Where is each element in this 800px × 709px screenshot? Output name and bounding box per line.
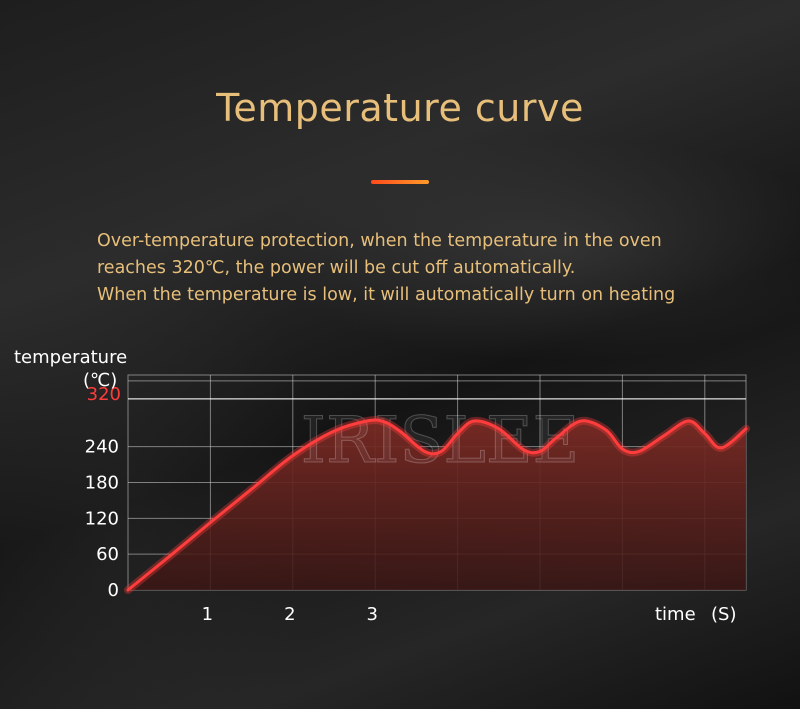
title-underline xyxy=(371,180,429,184)
description-line-2: reaches 320℃, the power will be cut off … xyxy=(97,258,576,278)
x-tick-label: 2 xyxy=(284,604,295,625)
y-axis-unit: (℃) xyxy=(83,370,117,391)
y-tick-label: 180 xyxy=(85,473,119,494)
x-axis-unit: (S) xyxy=(711,604,736,625)
y-tick-label: 60 xyxy=(96,544,119,565)
description-line-3: When the temperature is low, it will aut… xyxy=(97,285,676,305)
y-tick-label: 120 xyxy=(85,508,119,529)
x-tick-label: 3 xyxy=(366,604,377,625)
watermark: IRISLEE xyxy=(301,404,580,478)
y-tick-label: 240 xyxy=(85,437,119,458)
y-tick-label: 0 xyxy=(108,580,119,601)
description: Over-temperature protection, when the te… xyxy=(97,228,787,309)
y-axis-label: temperature xyxy=(14,347,127,368)
y-limit-label: 320 xyxy=(87,384,121,405)
x-axis-label: time xyxy=(655,604,696,625)
curve-area xyxy=(128,420,746,590)
temperature-curve xyxy=(126,418,748,592)
description-line-1: Over-temperature protection, when the te… xyxy=(97,231,662,251)
x-tick-label: 1 xyxy=(202,604,213,625)
page-title: Temperature curve xyxy=(216,86,584,130)
